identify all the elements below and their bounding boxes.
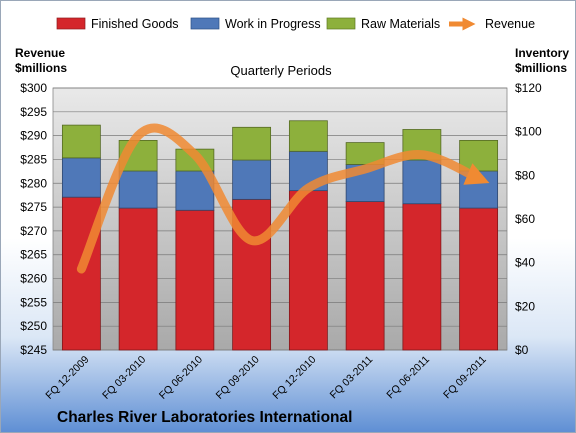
- right-tick-label: $20: [515, 299, 535, 313]
- bar-raw-materials: [459, 139, 499, 172]
- x-tick-label: FQ 06-2010: [157, 354, 205, 402]
- left-tick-label: $270: [20, 224, 47, 238]
- x-tick-label: FQ 06-2011: [384, 354, 432, 402]
- x-tick-label: FQ 09-2010: [214, 354, 262, 402]
- x-tick-label: FQ 12-2009: [43, 354, 91, 402]
- revenue-line: [76, 123, 490, 274]
- x-axis-ticks: FQ 12-2009 FQ 03-2010 FQ 06-2010 FQ 09-2010…: [43, 354, 488, 402]
- left-axis-title-line1: Revenue: [15, 46, 65, 60]
- right-axis-ticks: $0 $20 $40 $60 $80 $100 $120: [515, 81, 542, 357]
- bar-finished-goods: [345, 201, 385, 351]
- bar-work-in-progress: [232, 159, 272, 200]
- left-tick-label: $280: [20, 176, 47, 190]
- bar-finished-goods: [459, 207, 499, 351]
- legend-swatch-raw-materials: [326, 17, 356, 30]
- right-tick-label: $40: [515, 256, 535, 270]
- x-tick-label: FQ 12-2010: [270, 354, 318, 402]
- left-tick-label: $300: [20, 81, 47, 95]
- bar-finished-goods: [402, 203, 442, 351]
- bars: [61, 120, 499, 351]
- left-tick-label: $250: [20, 319, 47, 333]
- right-axis-title-line1: Inventory: [515, 46, 569, 60]
- left-axis-ticks: $245 $250 $255 $260 $265 $270 $275 $280 $285 $290…: [20, 81, 47, 357]
- legend-swatch-finished-goods: [56, 17, 86, 30]
- right-axis-title-line2: $millions: [515, 61, 567, 75]
- bar-work-in-progress: [402, 159, 442, 205]
- bar-raw-materials: [232, 126, 272, 161]
- bar-work-in-progress: [61, 157, 101, 198]
- legend-label-finished-goods: Finished Goods: [91, 17, 179, 31]
- left-tick-label: $295: [20, 105, 47, 119]
- left-tick-label: $255: [20, 295, 47, 309]
- right-tick-label: $80: [515, 168, 535, 182]
- bar-raw-materials: [288, 120, 328, 152]
- bar-finished-goods: [288, 190, 328, 351]
- bar-work-in-progress: [118, 170, 158, 209]
- chart-title: Quarterly Periods: [230, 63, 332, 78]
- right-tick-label: $60: [515, 212, 535, 226]
- left-tick-label: $275: [20, 200, 47, 214]
- legend-swatch-work-in-progress: [190, 17, 220, 30]
- left-axis-title-line2: $millions: [15, 61, 67, 75]
- left-tick-label: $285: [20, 152, 47, 166]
- x-tick-label: FQ 09-2011: [441, 354, 489, 402]
- revenue-line-group: [76, 123, 490, 274]
- legend-label-raw-materials: Raw Materials: [361, 17, 440, 31]
- bar-finished-goods: [175, 209, 215, 351]
- legend-label-revenue: Revenue: [485, 17, 535, 31]
- x-tick-label: FQ 03-2010: [100, 354, 148, 402]
- legend: Finished Goods Work in Progress Raw Mate…: [56, 17, 535, 31]
- right-tick-label: $100: [515, 125, 542, 139]
- x-tick-label: FQ 03-2011: [328, 354, 376, 402]
- legend-label-work-in-progress: Work in Progress: [225, 17, 321, 31]
- left-tick-label: $260: [20, 272, 47, 286]
- bar-raw-materials: [61, 124, 101, 159]
- right-tick-label: $120: [515, 81, 542, 95]
- left-tick-label: $245: [20, 343, 47, 357]
- left-tick-label: $290: [20, 129, 47, 143]
- bar-finished-goods: [118, 207, 158, 351]
- right-tick-label: $0: [515, 343, 529, 357]
- company-title: Charles River Laboratories International: [57, 409, 352, 426]
- left-tick-label: $265: [20, 248, 47, 262]
